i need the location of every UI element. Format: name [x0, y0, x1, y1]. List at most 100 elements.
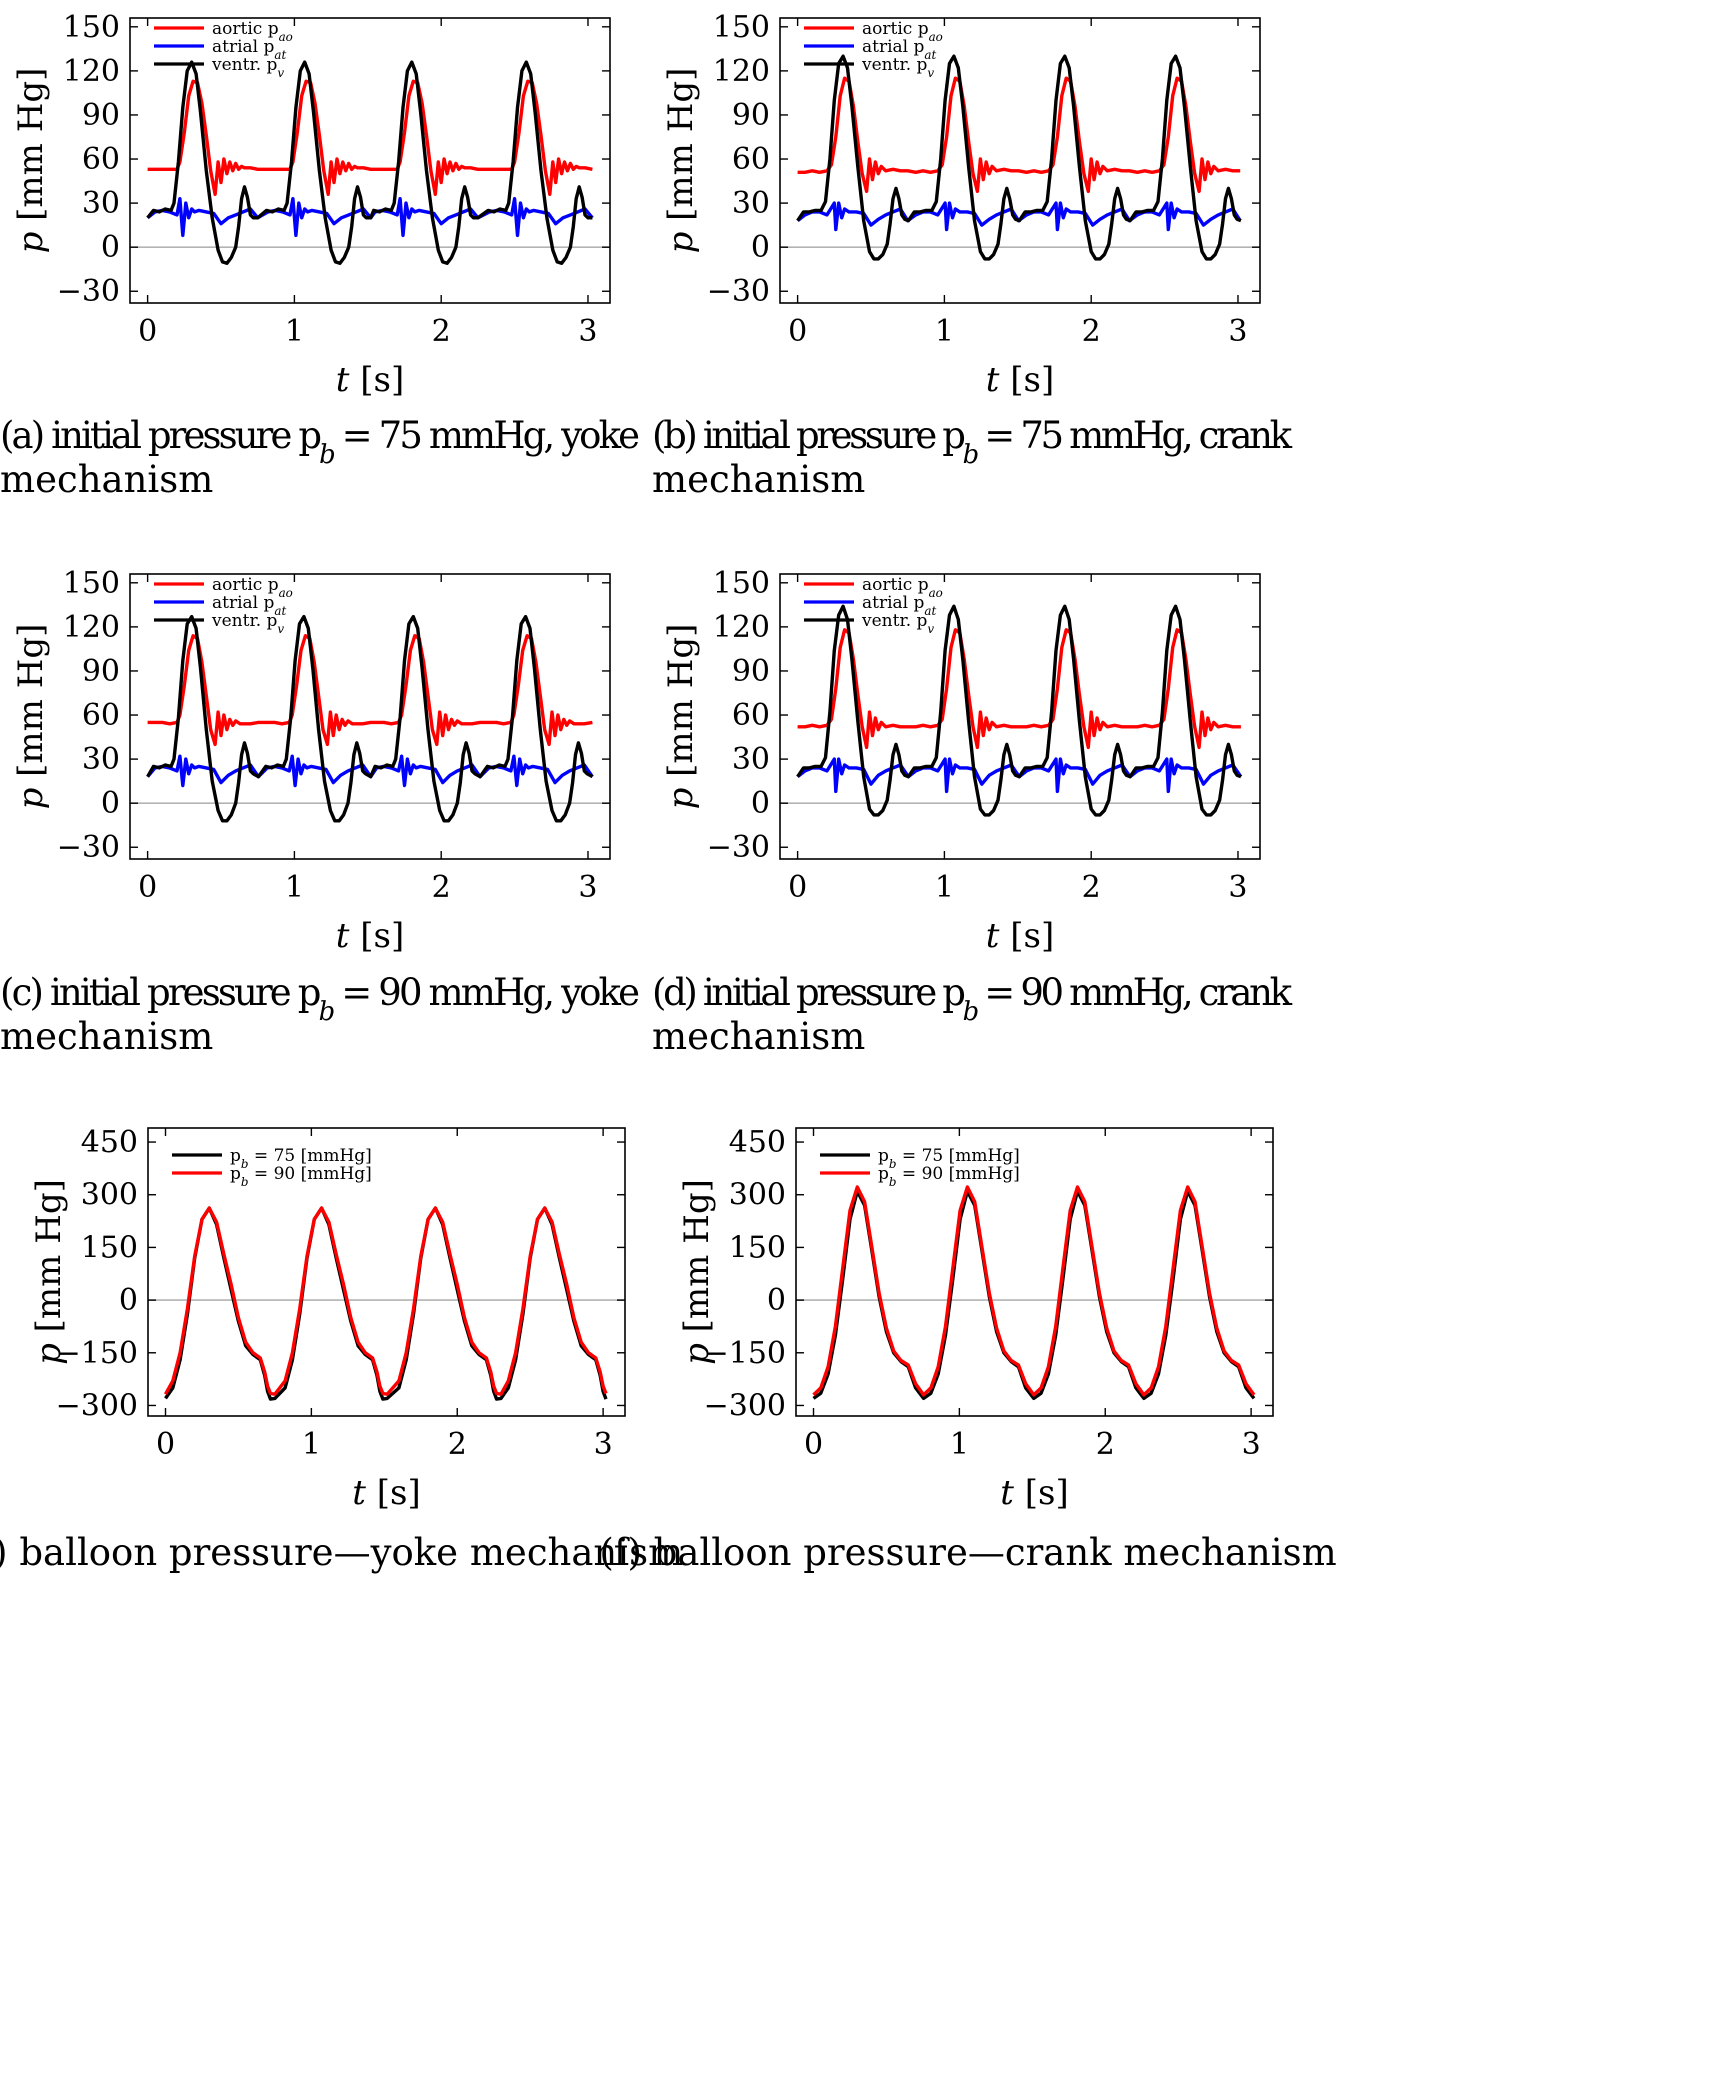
caption-line: (e) balloon pressure—yoke mechanism	[0, 1531, 683, 1574]
y-tick-label: 0	[119, 1283, 138, 1318]
x-axis-label: t [s]	[352, 1473, 420, 1513]
legend-label: atrial pat	[862, 37, 936, 62]
y-tick-label: 120	[713, 610, 770, 645]
x-tick-label: 0	[788, 314, 807, 349]
x-tick-label: 2	[432, 314, 451, 349]
legend-label: ventr. pv	[861, 611, 934, 636]
y-tick-label: 0	[751, 230, 770, 265]
y-tick-label: 0	[101, 786, 120, 821]
y-tick-label: 300	[81, 1178, 138, 1213]
y-tick-label: 60	[82, 142, 120, 177]
y-tick-label: −300	[56, 1388, 138, 1423]
legend-label: atrial pat	[862, 593, 936, 618]
y-tick-label: −300	[704, 1388, 786, 1423]
y-tick-label: 30	[82, 742, 120, 777]
plot-frame	[779, 17, 1261, 304]
legend-label: atrial pat	[212, 593, 286, 618]
series-line-d-2	[796, 604, 1242, 817]
x-axis-label: t [s]	[986, 360, 1054, 400]
series-line-e-1	[164, 1206, 608, 1396]
plot-frame	[147, 1127, 626, 1417]
y-tick-label: 120	[713, 54, 770, 89]
plot-frame	[779, 573, 1261, 860]
x-tick-label: 3	[594, 1427, 613, 1462]
y-tick-label: 60	[82, 698, 120, 733]
series-line-c-2	[146, 614, 594, 823]
legend-label: ventr. pv	[211, 55, 284, 80]
x-tick-label: 3	[1228, 314, 1247, 349]
x-tick-label: 1	[950, 1427, 969, 1462]
legend-label: ventr. pv	[861, 55, 934, 80]
y-axis-label: p [mm Hg]	[661, 68, 701, 254]
caption-line: (c) initial pressure pb = 90 mmHg, yoke	[0, 971, 640, 1027]
y-axis-label: p [mm Hg]	[11, 68, 51, 254]
y-axis-label: p [mm Hg]	[677, 1179, 717, 1365]
series-line-b-0	[797, 76, 1241, 194]
x-tick-label: 2	[1082, 314, 1101, 349]
legend-label: aortic pao	[862, 19, 943, 44]
y-tick-label: 60	[732, 698, 770, 733]
series-line-a-0	[147, 79, 593, 196]
y-tick-label: 450	[729, 1125, 786, 1160]
legend-label: aortic pao	[212, 575, 293, 600]
y-tick-label: 30	[732, 742, 770, 777]
legend-label: atrial pat	[212, 37, 286, 62]
x-tick-label: 0	[138, 314, 157, 349]
y-axis-label: p [mm Hg]	[661, 624, 701, 810]
caption-line: (b) initial pressure pb = 75 mmHg, crank	[652, 414, 1293, 470]
legend-label: aortic pao	[212, 19, 293, 44]
y-tick-label: 30	[732, 186, 770, 221]
chart-panel-e: 450 300 150 0 −150 −300 0 1 2 3 pb = 75 [mmHg]pb =…	[0, 1125, 683, 1574]
y-axis-label: p [mm Hg]	[11, 624, 51, 810]
x-tick-label: 1	[302, 1427, 321, 1462]
plot-frame	[129, 573, 611, 860]
series-line-d-0	[797, 628, 1241, 750]
legend-label: pb = 90 [mmHg]	[878, 1164, 1020, 1189]
x-tick-label: 0	[138, 870, 157, 905]
x-tick-label: 2	[432, 870, 451, 905]
x-tick-label: 3	[1242, 1427, 1261, 1462]
x-tick-label: 1	[935, 870, 954, 905]
plot-frame	[129, 17, 611, 304]
legend-label: pb = 75 [mmHg]	[230, 1146, 372, 1171]
x-tick-label: 2	[1082, 870, 1101, 905]
x-axis-label: t [s]	[986, 916, 1054, 956]
legend-label: ventr. pv	[211, 611, 284, 636]
x-tick-label: 0	[156, 1427, 175, 1462]
series-line-f-1	[812, 1185, 1256, 1397]
y-tick-label: 120	[63, 54, 120, 89]
y-tick-label: 0	[751, 786, 770, 821]
x-axis-label: t [s]	[336, 360, 404, 400]
x-tick-label: 2	[1096, 1427, 1115, 1462]
y-tick-label: 150	[81, 1230, 138, 1265]
x-tick-label: 3	[578, 870, 597, 905]
y-tick-label: 150	[729, 1230, 786, 1265]
y-tick-label: 0	[767, 1283, 786, 1318]
y-tick-label: 150	[63, 10, 120, 45]
caption-line: (f) balloon pressure—crank mechanism	[599, 1531, 1336, 1574]
y-tick-label: 90	[82, 654, 120, 689]
y-tick-label: 300	[729, 1178, 786, 1213]
y-tick-label: 30	[82, 186, 120, 221]
chart-panel-f: 450 300 150 0 −150 −300 0 1 2 3 pb = 75 [mmHg]pb =…	[599, 1125, 1336, 1574]
x-tick-label: 1	[285, 870, 304, 905]
legend-label: pb = 75 [mmHg]	[878, 1146, 1020, 1171]
y-tick-label: 120	[63, 610, 120, 645]
x-tick-label: 0	[788, 870, 807, 905]
y-tick-label: −150	[704, 1336, 786, 1371]
caption-line: mechanism	[652, 458, 865, 501]
y-tick-label: 150	[713, 10, 770, 45]
y-tick-label: 60	[732, 142, 770, 177]
y-tick-label: 450	[81, 1125, 138, 1160]
x-tick-label: 3	[578, 314, 597, 349]
y-axis-label: p [mm Hg]	[29, 1179, 69, 1365]
x-tick-label: 2	[448, 1427, 467, 1462]
x-tick-label: 3	[1228, 870, 1247, 905]
y-tick-label: −30	[57, 274, 120, 309]
caption-line: (a) initial pressure pb = 75 mmHg, yoke	[0, 414, 640, 470]
plot-frame	[795, 1127, 1274, 1417]
caption-line: mechanism	[652, 1015, 865, 1058]
series-line-a-2	[146, 60, 593, 265]
